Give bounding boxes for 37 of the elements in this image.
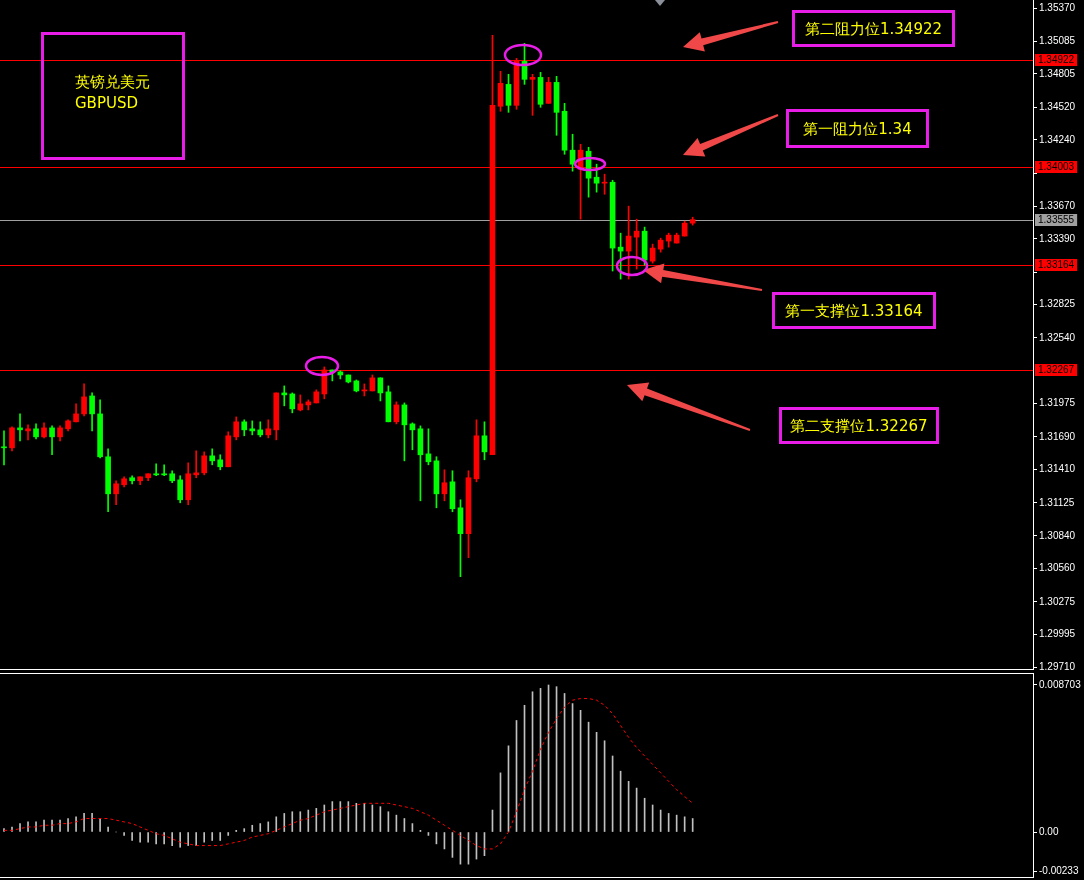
y-tick-label: 1.30560: [1039, 562, 1076, 574]
y-tick-label: 1.35370: [1039, 1, 1076, 13]
y-tick-label: 0.00: [1039, 825, 1059, 837]
y-tick-label: 1.34520: [1039, 100, 1076, 112]
y-tick-label: 1.31125: [1039, 496, 1075, 508]
y-tick-label: 1.30840: [1039, 529, 1076, 541]
y-tick-label: 1.34805: [1039, 67, 1076, 79]
text: 英镑兑美元 GBPUSD: [75, 72, 150, 114]
candlestick: [1, 430, 7, 466]
ref-line-label: 1.33164: [1038, 259, 1075, 271]
annotation: 第一阻力位1.34: [803, 119, 912, 138]
y-tick-label: 1.29710: [1039, 661, 1076, 673]
y-tick-label: 1.31690: [1039, 430, 1076, 442]
ref-line-label: 1.34003: [1038, 161, 1075, 173]
line-series: [3, 698, 694, 850]
y-tick-label: 1.31975: [1039, 397, 1076, 409]
ref-line-label: 1.34922: [1038, 54, 1075, 66]
ref-line-label: 1.32267: [1038, 364, 1075, 376]
candlestick: [249, 420, 256, 436]
y-tick-label: -0.00233: [1039, 865, 1079, 877]
ref-line-label: 1.33555: [1038, 214, 1075, 226]
annotation: 第二支撑位1.32267: [790, 416, 928, 435]
y-tick-label: 1.30275: [1039, 595, 1076, 607]
y-tick-label: 1.35085: [1039, 35, 1076, 47]
annotation: 第一支撑位1.33164: [785, 301, 923, 320]
y-tick-label: 1.31410: [1039, 463, 1076, 475]
candlestick: [153, 463, 159, 477]
y-tick-label: 1.32540: [1039, 331, 1076, 343]
y-tick-label: 1.33670: [1039, 199, 1076, 211]
candlestick: [161, 464, 167, 477]
y-tick-label: 1.29995: [1039, 628, 1076, 640]
annotation: 第二阻力位1.34922: [804, 19, 943, 38]
y-tick-label: 1.34240: [1039, 133, 1076, 145]
y-tick-label: 1.32825: [1039, 298, 1076, 310]
y-tick-label: 1.33390: [1039, 232, 1076, 244]
candlestick: [25, 424, 31, 441]
y-tick-label: 0.008703: [1039, 678, 1082, 690]
